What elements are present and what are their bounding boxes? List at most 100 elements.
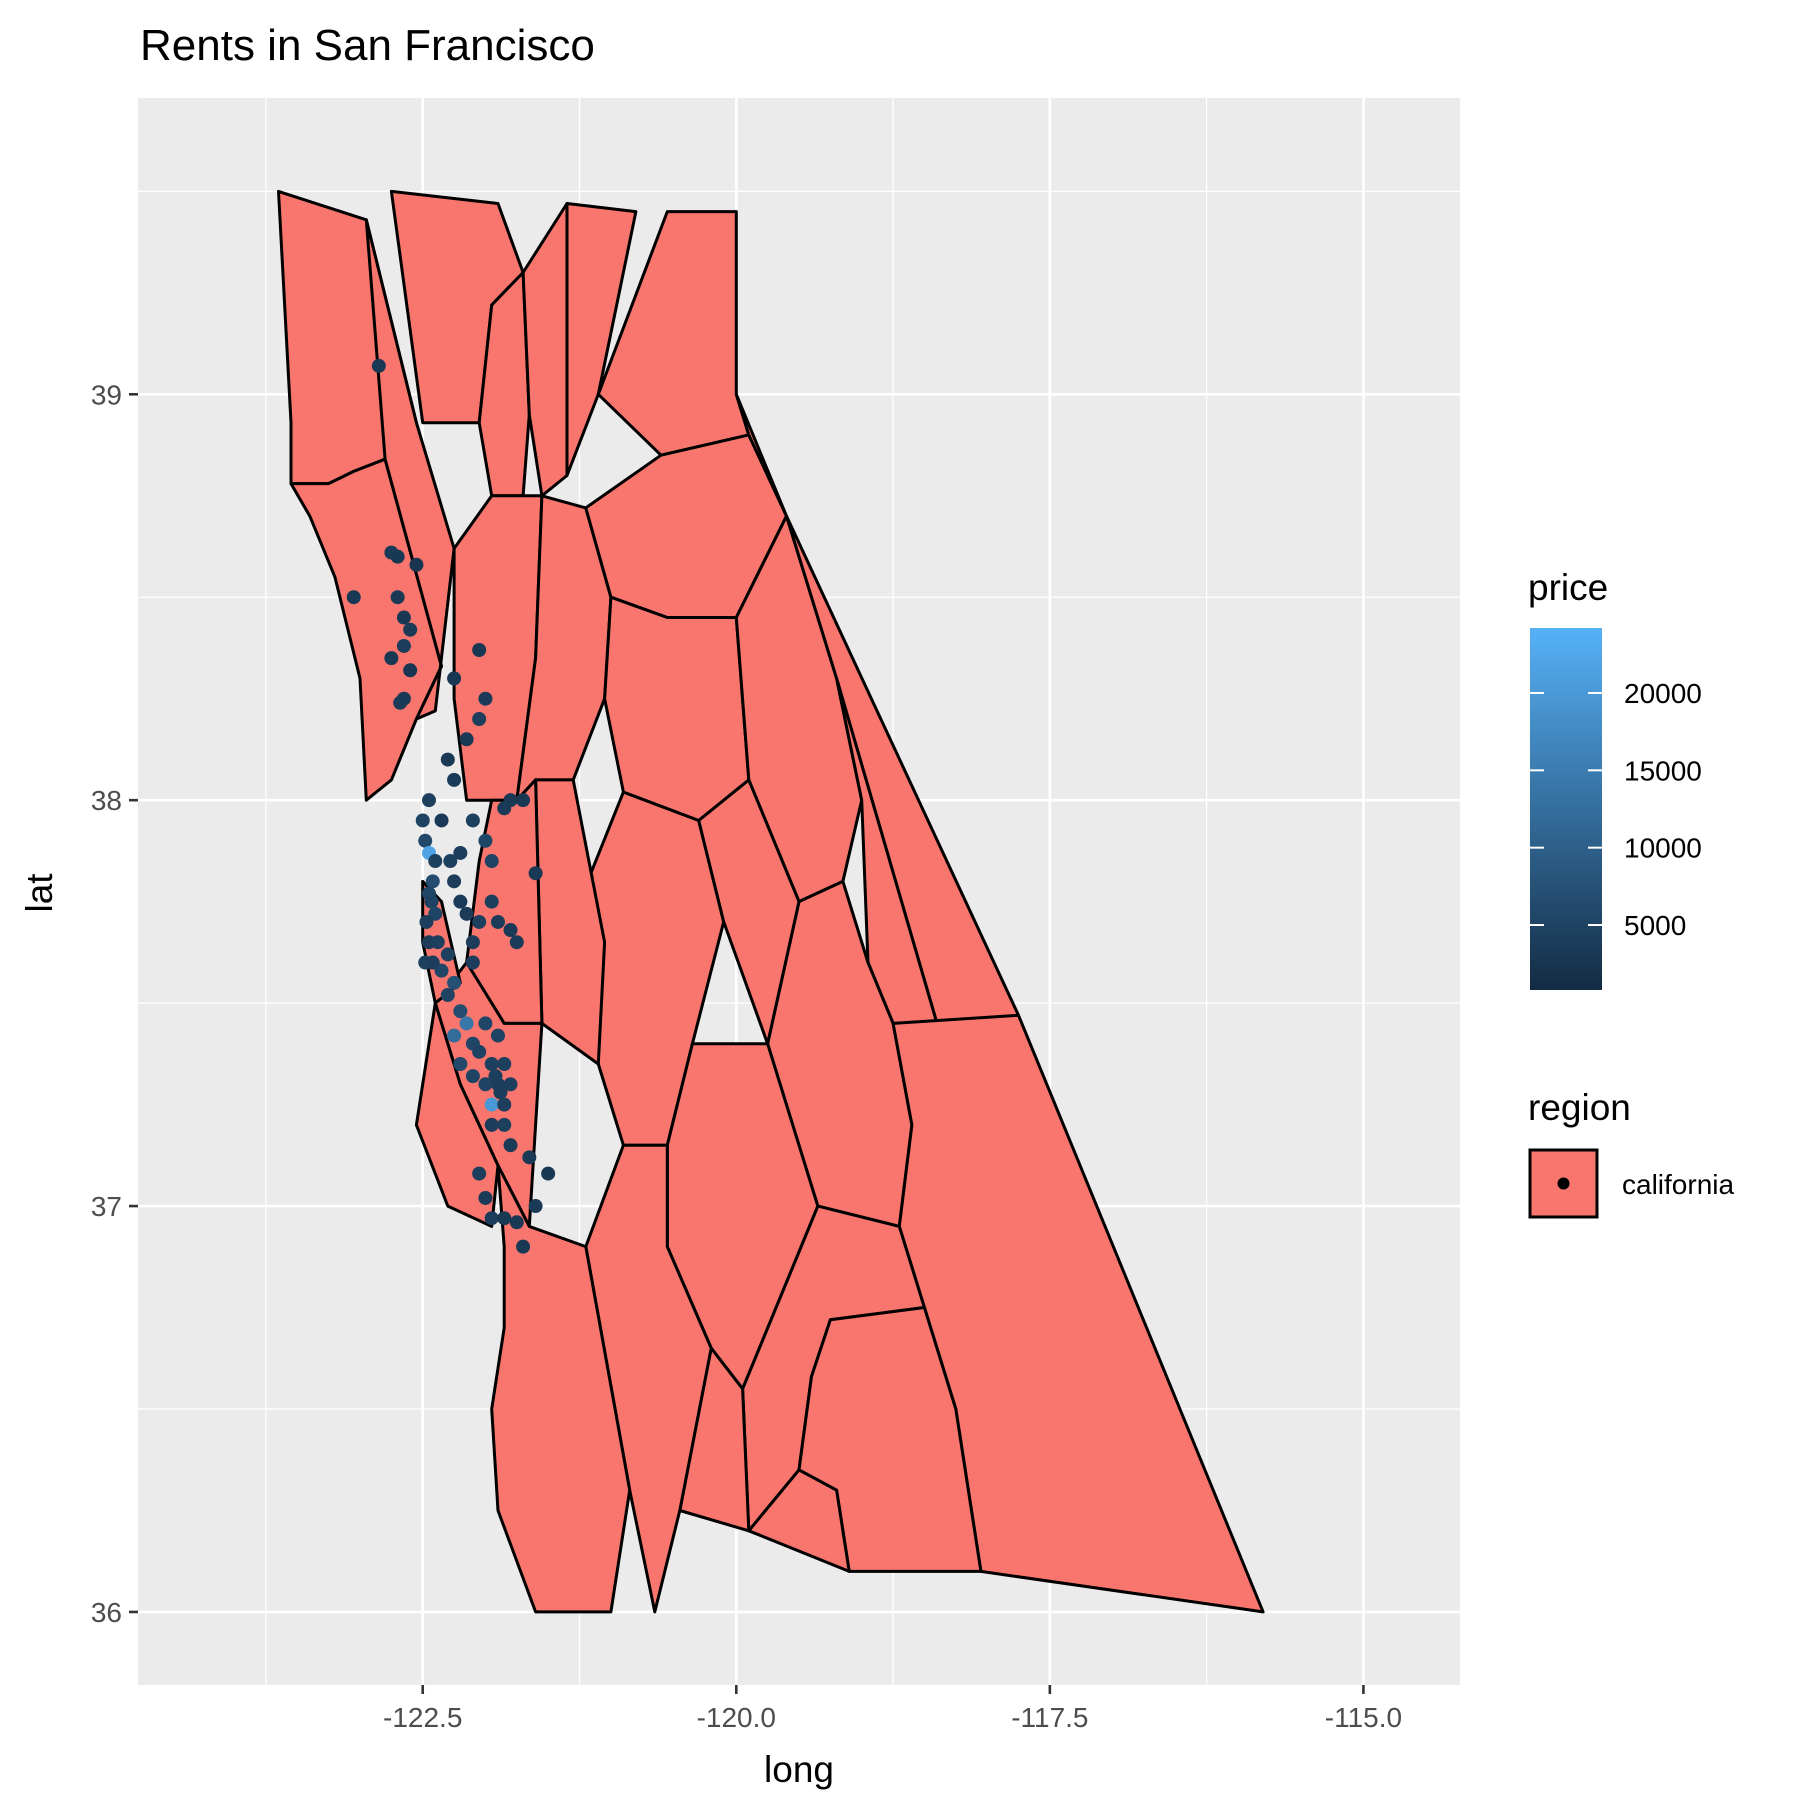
- price-colorbar-ticks: 5000 10000 15000 20000: [1530, 678, 1702, 941]
- rent-point: [403, 622, 418, 637]
- rent-point: [528, 866, 543, 881]
- rent-point: [472, 712, 487, 726]
- county-polygon-sierra-2: [603, 595, 751, 822]
- rent-point: [528, 1199, 543, 1214]
- colorbar-tick-label: 10000: [1624, 833, 1702, 864]
- rent-point: [465, 1069, 480, 1084]
- rent-point: [472, 643, 487, 657]
- rent-point: [497, 1117, 512, 1132]
- rent-point: [396, 638, 411, 653]
- rent-point: [490, 914, 505, 929]
- rent-point: [465, 935, 480, 950]
- rent-point: [465, 955, 480, 970]
- rent-point: [484, 1097, 499, 1112]
- rent-point: [516, 793, 531, 808]
- y-axis: 36 37 38 39: [91, 379, 138, 1628]
- rent-point: [440, 947, 455, 962]
- colorbar-tick-label: 15000: [1624, 755, 1702, 786]
- county-polygon-monterey: [490, 1164, 632, 1614]
- rent-point: [516, 1239, 531, 1254]
- rent-point: [384, 651, 399, 666]
- rent-point: [497, 1211, 512, 1226]
- plot-panel: [138, 98, 1521, 1685]
- x-tick-label: -120.0: [697, 1702, 776, 1733]
- x-tick-label: -115.0: [1325, 1702, 1402, 1733]
- rent-point: [503, 793, 518, 808]
- rent-point: [484, 1117, 499, 1132]
- rent-point: [459, 732, 474, 747]
- rent-point: [541, 1166, 556, 1181]
- rent-point: [503, 1077, 518, 1092]
- rent-point: [434, 963, 449, 978]
- region-legend: region california: [1528, 1087, 1734, 1219]
- x-axis-title: long: [764, 1749, 834, 1790]
- rent-point: [434, 813, 449, 828]
- rent-point: [497, 1097, 512, 1112]
- rent-point: [478, 1077, 493, 1092]
- rent-point: [472, 1166, 487, 1181]
- x-tick-label: -117.5: [1011, 1702, 1088, 1733]
- x-axis: -122.5 -120.0 -117.5 -115.0: [383, 1685, 1402, 1733]
- price-colorbar: [1530, 628, 1602, 990]
- rent-point: [415, 813, 430, 828]
- rent-point: [503, 1138, 518, 1153]
- rent-point: [409, 557, 424, 572]
- rent-point: [447, 671, 462, 686]
- colorbar-tick-label: 5000: [1624, 910, 1686, 941]
- rent-point: [425, 955, 440, 970]
- county-polygon-south-3: [747, 1468, 851, 1573]
- rent-point: [346, 590, 361, 605]
- rent-point: [371, 358, 386, 373]
- rent-point: [478, 1190, 493, 1205]
- rent-point: [478, 833, 493, 848]
- rent-point: [497, 1057, 512, 1071]
- rent-points: [346, 358, 556, 1254]
- rent-point: [465, 813, 480, 828]
- rent-point: [490, 1028, 505, 1043]
- rent-point: [472, 914, 487, 929]
- rent-point: [484, 1057, 499, 1071]
- county-polygon-north-coast-3: [364, 218, 456, 721]
- rent-point: [418, 833, 433, 848]
- rent-point: [447, 874, 462, 889]
- rent-point: [419, 914, 434, 929]
- region-legend-point-icon: [1557, 1177, 1570, 1190]
- rent-point: [421, 793, 436, 808]
- rent-point: [484, 894, 499, 909]
- rent-point: [447, 975, 462, 990]
- rent-point: [478, 691, 493, 706]
- rent-point: [443, 854, 458, 869]
- rent-point: [424, 894, 439, 909]
- rent-point: [453, 1057, 468, 1071]
- rent-point: [484, 1211, 499, 1226]
- rent-point: [453, 845, 468, 860]
- rent-point: [453, 1004, 468, 1019]
- price-legend: price 5000 10000 15000 20000: [1528, 567, 1702, 990]
- rent-point: [390, 590, 405, 605]
- y-tick-label: 37: [91, 1191, 122, 1222]
- rent-point: [390, 549, 405, 564]
- rent-point: [396, 610, 411, 625]
- rent-point: [522, 1150, 537, 1165]
- rent-point: [447, 1028, 462, 1043]
- rent-point: [447, 772, 462, 787]
- rent-point: [459, 906, 474, 921]
- rent-point: [478, 1016, 493, 1031]
- rent-point: [459, 1016, 474, 1031]
- rent-point: [484, 854, 499, 869]
- rent-point: [453, 894, 468, 909]
- rent-point: [509, 1215, 524, 1230]
- rent-point: [403, 663, 418, 678]
- colorbar-tick-label: 20000: [1624, 678, 1702, 709]
- rent-point: [488, 1069, 503, 1084]
- rent-point: [440, 752, 455, 767]
- x-tick-label: -122.5: [383, 1702, 462, 1733]
- rent-point: [393, 695, 408, 710]
- rent-point: [428, 906, 443, 921]
- county-polygon-north-inland-3: [521, 202, 569, 498]
- rent-point: [428, 854, 443, 869]
- rent-point: [509, 935, 524, 950]
- y-tick-label: 38: [91, 785, 122, 816]
- y-axis-title: lat: [19, 873, 60, 913]
